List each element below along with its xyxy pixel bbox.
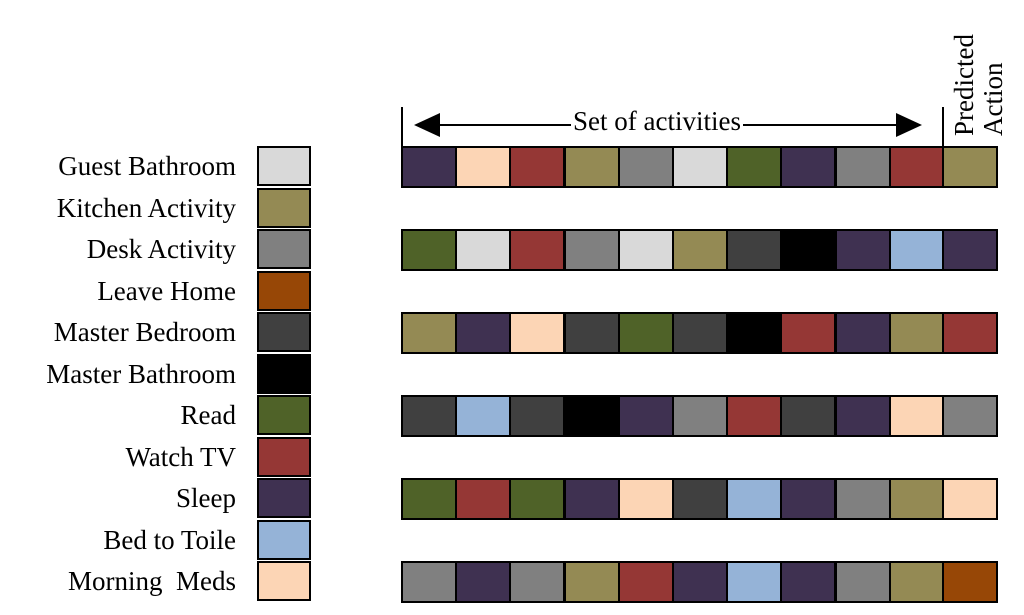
legend-label: Master Bedroom <box>53 317 236 347</box>
legend-label: Master Bathroom <box>46 358 236 389</box>
activity-cell <box>455 312 512 354</box>
activity-cell <box>455 395 512 437</box>
activity-cell <box>834 312 891 354</box>
legend-swatch <box>257 436 311 477</box>
activity-cell <box>780 146 837 188</box>
activity-cell <box>834 561 891 603</box>
activity-cell <box>563 561 620 603</box>
set-left-boundary <box>401 107 403 147</box>
activity-cell <box>401 395 457 437</box>
activity-cell <box>455 229 512 271</box>
legend-label: Read <box>180 400 236 430</box>
activity-cell <box>617 478 674 520</box>
activity-cell <box>509 229 566 271</box>
legend-swatch <box>257 270 311 311</box>
activity-cell <box>401 312 457 354</box>
legend-label: Sleep <box>176 483 236 513</box>
activity-cell <box>726 312 783 354</box>
activity-cell <box>455 478 512 520</box>
legend-label: Leave Home <box>97 275 236 306</box>
legend-swatch <box>257 146 311 186</box>
predicted-action-cell <box>942 561 998 603</box>
activity-cell <box>509 312 566 354</box>
predicted-boundary <box>942 107 944 147</box>
activity-cell <box>401 478 457 520</box>
activity-cell <box>509 146 566 188</box>
activity-cell <box>834 478 891 520</box>
predicted-action-cell <box>942 312 998 354</box>
activity-cell <box>617 395 674 437</box>
legend-label: Guest Bathroom <box>58 151 236 181</box>
activity-cell <box>834 146 891 188</box>
predicted-label-line2: Action <box>978 62 1008 137</box>
activity-cell <box>888 478 945 520</box>
legend-label: Bed to Toile <box>103 524 236 555</box>
legend-swatch <box>257 478 311 518</box>
activity-cell <box>617 312 674 354</box>
activity-cell <box>780 561 837 603</box>
activity-cell <box>563 146 620 188</box>
legend-swatch <box>257 312 311 352</box>
activity-cell <box>672 312 728 354</box>
legend-swatch <box>257 519 311 560</box>
predicted-action-cell <box>942 395 998 437</box>
predicted-action-cell <box>942 229 998 271</box>
activity-cell <box>726 146 783 188</box>
activity-cell <box>563 312 620 354</box>
legend-label: Morning Meds <box>68 566 236 596</box>
legend-swatch <box>257 229 311 269</box>
legend-label: Kitchen Activity <box>56 192 236 223</box>
activity-cell <box>780 229 837 271</box>
legend-swatch <box>257 561 311 601</box>
activity-cell <box>888 395 945 437</box>
activity-cell <box>401 146 457 188</box>
activity-cell <box>509 561 566 603</box>
activity-cell <box>780 312 837 354</box>
activity-cell <box>617 229 674 271</box>
activity-cell <box>563 395 620 437</box>
activity-cell <box>780 478 837 520</box>
activity-cell <box>888 312 945 354</box>
legend-label: Desk Activity <box>86 234 236 264</box>
set-of-activities-label: Set of activities <box>571 106 743 137</box>
activity-cell <box>672 395 728 437</box>
activity-cell <box>672 561 728 603</box>
legend-label: Watch TV <box>125 441 236 472</box>
activity-cell <box>509 478 566 520</box>
activity-cell <box>834 229 891 271</box>
activity-cell <box>672 146 728 188</box>
activity-cell <box>401 561 457 603</box>
activity-cell <box>672 229 728 271</box>
legend-swatch <box>257 353 311 394</box>
activity-cell <box>726 395 783 437</box>
activity-cell <box>780 395 837 437</box>
activity-cell <box>888 146 945 188</box>
activity-cell <box>401 229 457 271</box>
activity-cell <box>726 229 783 271</box>
activity-cell <box>455 561 512 603</box>
activity-cell <box>617 561 674 603</box>
predicted-action-label: Predicted Action <box>949 32 1008 138</box>
legend-swatch <box>257 187 311 228</box>
activity-cell <box>563 478 620 520</box>
predicted-label-line1: Predicted <box>949 34 979 136</box>
activity-cell <box>455 146 512 188</box>
activity-cell <box>726 561 783 603</box>
activity-cell <box>617 146 674 188</box>
activity-cell <box>672 478 728 520</box>
activity-cell <box>834 395 891 437</box>
activity-cell <box>726 478 783 520</box>
legend-swatch <box>257 395 311 435</box>
predicted-action-cell <box>942 146 998 188</box>
predicted-action-cell <box>942 478 998 520</box>
activity-cell <box>509 395 566 437</box>
activity-cell <box>888 229 945 271</box>
activity-cell <box>563 229 620 271</box>
activity-cell <box>888 561 945 603</box>
